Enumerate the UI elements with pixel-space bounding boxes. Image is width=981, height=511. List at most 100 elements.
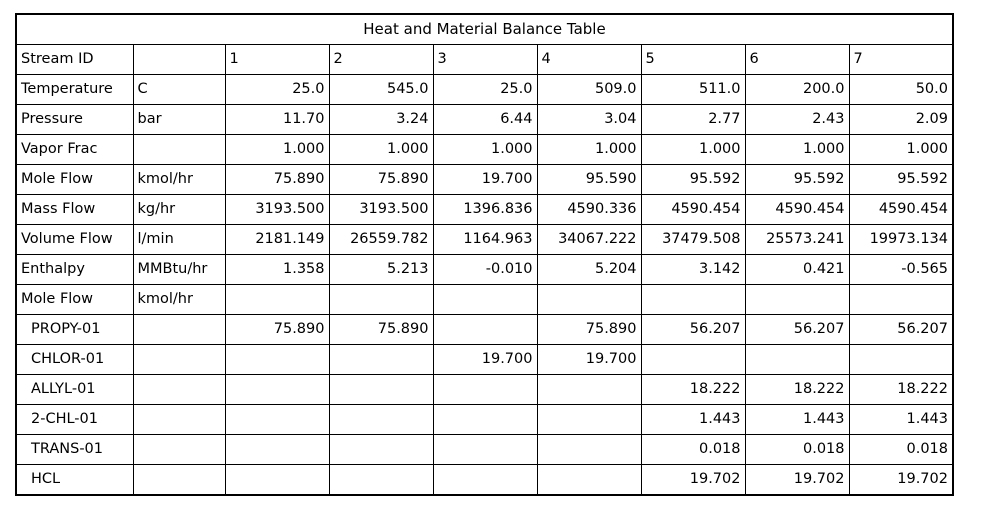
table-row: Enthalpy MMBtu/hr 1.358 5.213 -0.010 5.204 3.1… bbox=[15, 254, 954, 285]
cell-stream-5: 1.000 bbox=[640, 134, 746, 165]
cell-stream-1 bbox=[224, 404, 330, 435]
cell-stream-5: 0.018 bbox=[640, 434, 746, 465]
cell-stream-5: 2.77 bbox=[640, 104, 746, 135]
cell-stream-4: 95.590 bbox=[536, 164, 642, 195]
row-unit: MMBtu/hr bbox=[132, 254, 226, 285]
cell-stream-5: 37479.508 bbox=[640, 224, 746, 255]
row-unit: kmol/hr bbox=[132, 284, 226, 315]
cell-stream-6 bbox=[744, 344, 850, 375]
row-label: TRANS-01 bbox=[15, 434, 134, 465]
table-row: Temperature C 25.0 545.0 25.0 509.0 511.0 200.0… bbox=[15, 74, 954, 105]
heat-material-balance-table: Heat and Material Balance Table Stream I… bbox=[15, 13, 954, 496]
cell-stream-6: 95.592 bbox=[744, 164, 850, 195]
cell-stream-2: 3.24 bbox=[328, 104, 434, 135]
table-title-row: Heat and Material Balance Table bbox=[15, 13, 954, 45]
cell-stream-3 bbox=[432, 284, 538, 315]
cell-stream-6: 56.207 bbox=[744, 314, 850, 345]
cell-stream-3 bbox=[432, 464, 538, 496]
row-label: Pressure bbox=[15, 104, 134, 135]
cell-stream-2: 1.000 bbox=[328, 134, 434, 165]
cell-stream-6: 25573.241 bbox=[744, 224, 850, 255]
table-row: Volume Flow l/min 2181.149 26559.782 1164.96… bbox=[15, 224, 954, 255]
cell-stream-7: 50.0 bbox=[848, 74, 954, 105]
cell-stream-3 bbox=[432, 314, 538, 345]
table-row: Mole Flow kmol/hr 75.890 75.890 19.700 95.590… bbox=[15, 164, 954, 195]
row-unit: kmol/hr bbox=[132, 164, 226, 195]
cell-stream-1: 75.890 bbox=[224, 164, 330, 195]
cell-stream-5: 18.222 bbox=[640, 374, 746, 405]
cell-stream-6: 200.0 bbox=[744, 74, 850, 105]
row-label: Mole Flow bbox=[15, 164, 134, 195]
stream-id-7: 7 bbox=[848, 44, 954, 75]
cell-stream-6: 0.018 bbox=[744, 434, 850, 465]
table-row: PROPY-01 75.890 75.890 75.890 56.207 56.207 56… bbox=[15, 314, 954, 345]
stream-id-4: 4 bbox=[536, 44, 642, 75]
cell-stream-7: 1.000 bbox=[848, 134, 954, 165]
cell-stream-3: 25.0 bbox=[432, 74, 538, 105]
table-row: 2-CHL-01 1.443 1.443 1.443 bbox=[15, 404, 954, 435]
cell-stream-4: 5.204 bbox=[536, 254, 642, 285]
cell-stream-1: 25.0 bbox=[224, 74, 330, 105]
cell-stream-2 bbox=[328, 344, 434, 375]
row-label: Enthalpy bbox=[15, 254, 134, 285]
row-unit bbox=[132, 404, 226, 435]
cell-stream-5: 95.592 bbox=[640, 164, 746, 195]
row-unit: bar bbox=[132, 104, 226, 135]
table-title: Heat and Material Balance Table bbox=[15, 13, 954, 45]
cell-stream-7 bbox=[848, 344, 954, 375]
cell-stream-1: 2181.149 bbox=[224, 224, 330, 255]
row-label: PROPY-01 bbox=[15, 314, 134, 345]
cell-stream-4: 75.890 bbox=[536, 314, 642, 345]
row-unit bbox=[132, 464, 226, 496]
cell-stream-5: 511.0 bbox=[640, 74, 746, 105]
cell-stream-5 bbox=[640, 284, 746, 315]
cell-stream-6: 1.000 bbox=[744, 134, 850, 165]
cell-stream-7: 0.018 bbox=[848, 434, 954, 465]
cell-stream-7: 4590.454 bbox=[848, 194, 954, 225]
row-unit bbox=[132, 344, 226, 375]
table-row: Mole Flow kmol/hr bbox=[15, 284, 954, 315]
cell-stream-4 bbox=[536, 404, 642, 435]
row-unit: l/min bbox=[132, 224, 226, 255]
row-label: Mass Flow bbox=[15, 194, 134, 225]
row-unit: kg/hr bbox=[132, 194, 226, 225]
cell-stream-6: 1.443 bbox=[744, 404, 850, 435]
cell-stream-1: 1.358 bbox=[224, 254, 330, 285]
cell-stream-3: 19.700 bbox=[432, 164, 538, 195]
row-label: HCL bbox=[15, 464, 134, 496]
row-label: Vapor Frac bbox=[15, 134, 134, 165]
stream-id-2: 2 bbox=[328, 44, 434, 75]
cell-stream-4: 3.04 bbox=[536, 104, 642, 135]
cell-stream-1 bbox=[224, 284, 330, 315]
table-row: Pressure bar 11.70 3.24 6.44 3.04 2.77 2.43 2.09 bbox=[15, 104, 954, 135]
cell-stream-7: 2.09 bbox=[848, 104, 954, 135]
cell-stream-4 bbox=[536, 434, 642, 465]
cell-stream-2: 5.213 bbox=[328, 254, 434, 285]
table-row: TRANS-01 0.018 0.018 0.018 bbox=[15, 434, 954, 465]
cell-stream-3: 1.000 bbox=[432, 134, 538, 165]
stream-id-6: 6 bbox=[744, 44, 850, 75]
cell-stream-2: 545.0 bbox=[328, 74, 434, 105]
cell-stream-2: 26559.782 bbox=[328, 224, 434, 255]
row-unit bbox=[132, 434, 226, 465]
cell-stream-2 bbox=[328, 284, 434, 315]
cell-stream-2 bbox=[328, 404, 434, 435]
cell-stream-7: 56.207 bbox=[848, 314, 954, 345]
cell-stream-4: 19.700 bbox=[536, 344, 642, 375]
cell-stream-7: 95.592 bbox=[848, 164, 954, 195]
row-unit bbox=[132, 374, 226, 405]
cell-stream-6: 4590.454 bbox=[744, 194, 850, 225]
stream-id-row: Stream ID 1 2 3 4 5 6 7 bbox=[15, 44, 954, 75]
row-label: Volume Flow bbox=[15, 224, 134, 255]
stream-id-1: 1 bbox=[224, 44, 330, 75]
stream-id-3: 3 bbox=[432, 44, 538, 75]
cell-stream-4: 509.0 bbox=[536, 74, 642, 105]
table-row: CHLOR-01 19.700 19.700 bbox=[15, 344, 954, 375]
cell-stream-3: 1396.836 bbox=[432, 194, 538, 225]
cell-stream-7: 18.222 bbox=[848, 374, 954, 405]
cell-stream-4 bbox=[536, 374, 642, 405]
table-row: Vapor Frac 1.000 1.000 1.000 1.000 1.000 1.000… bbox=[15, 134, 954, 165]
cell-stream-5: 19.702 bbox=[640, 464, 746, 496]
cell-stream-7: -0.565 bbox=[848, 254, 954, 285]
row-unit bbox=[132, 134, 226, 165]
